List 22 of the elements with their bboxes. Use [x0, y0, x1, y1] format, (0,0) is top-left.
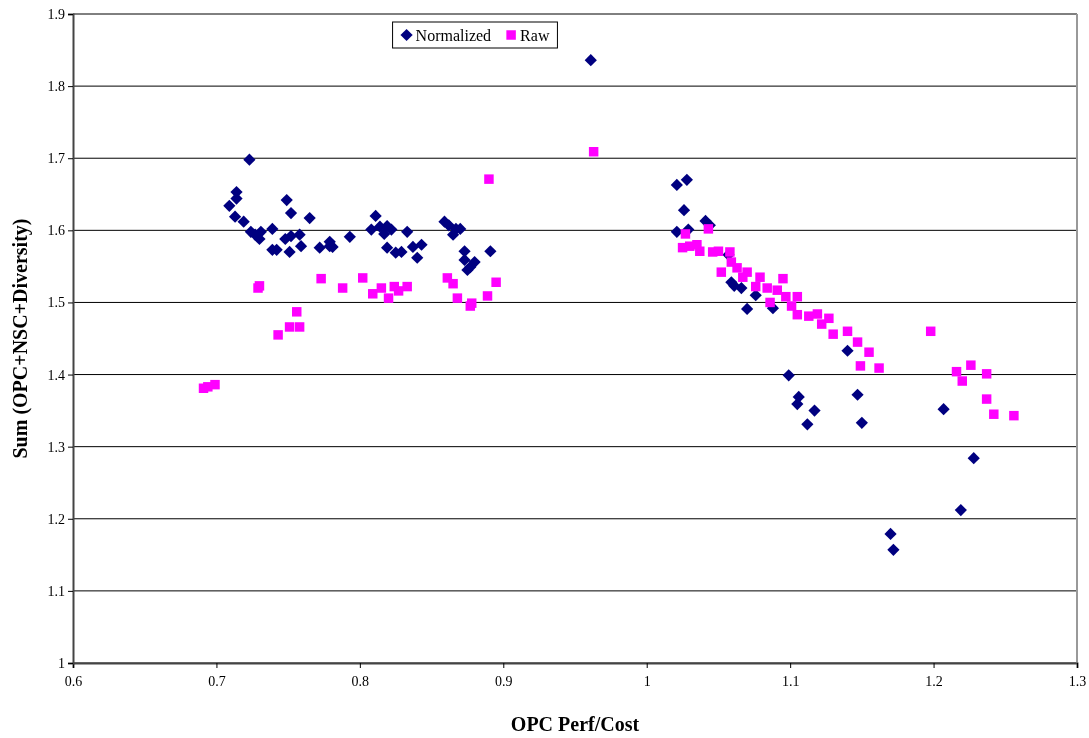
x-tick-label: 1.3: [1068, 674, 1087, 690]
x-tick-label: 0.8: [351, 674, 370, 690]
y-tick-label: 1.4: [47, 367, 65, 383]
y-axis-title: Sum (OPC+NSC+Diversity): [9, 218, 32, 459]
x-tick-label: 1.1: [781, 674, 800, 690]
y-tick-label: 1.1: [47, 583, 65, 599]
x-tick-label: 0.9: [495, 674, 513, 690]
y-tick-label: 1: [58, 655, 65, 671]
y-tick-label: 1.8: [47, 79, 65, 95]
legend-label: Raw: [520, 27, 550, 44]
x-axis-title: OPC Perf/Cost: [510, 713, 640, 735]
x-tick-label: 1: [643, 674, 651, 690]
legend-label: Normalized: [415, 27, 492, 44]
y-tick-label: 1.5: [47, 295, 65, 311]
y-tick-label: 1.9: [47, 6, 65, 22]
y-tick-label: 1.7: [47, 151, 65, 167]
x-tick-label: 0.6: [64, 674, 83, 690]
y-tick-label: 1.2: [47, 511, 65, 527]
x-tick-label: 1.2: [925, 674, 943, 690]
x-tick-label: 0.7: [208, 674, 226, 690]
y-tick-label: 1.6: [47, 223, 65, 239]
y-tick-label: 1.3: [47, 439, 65, 455]
